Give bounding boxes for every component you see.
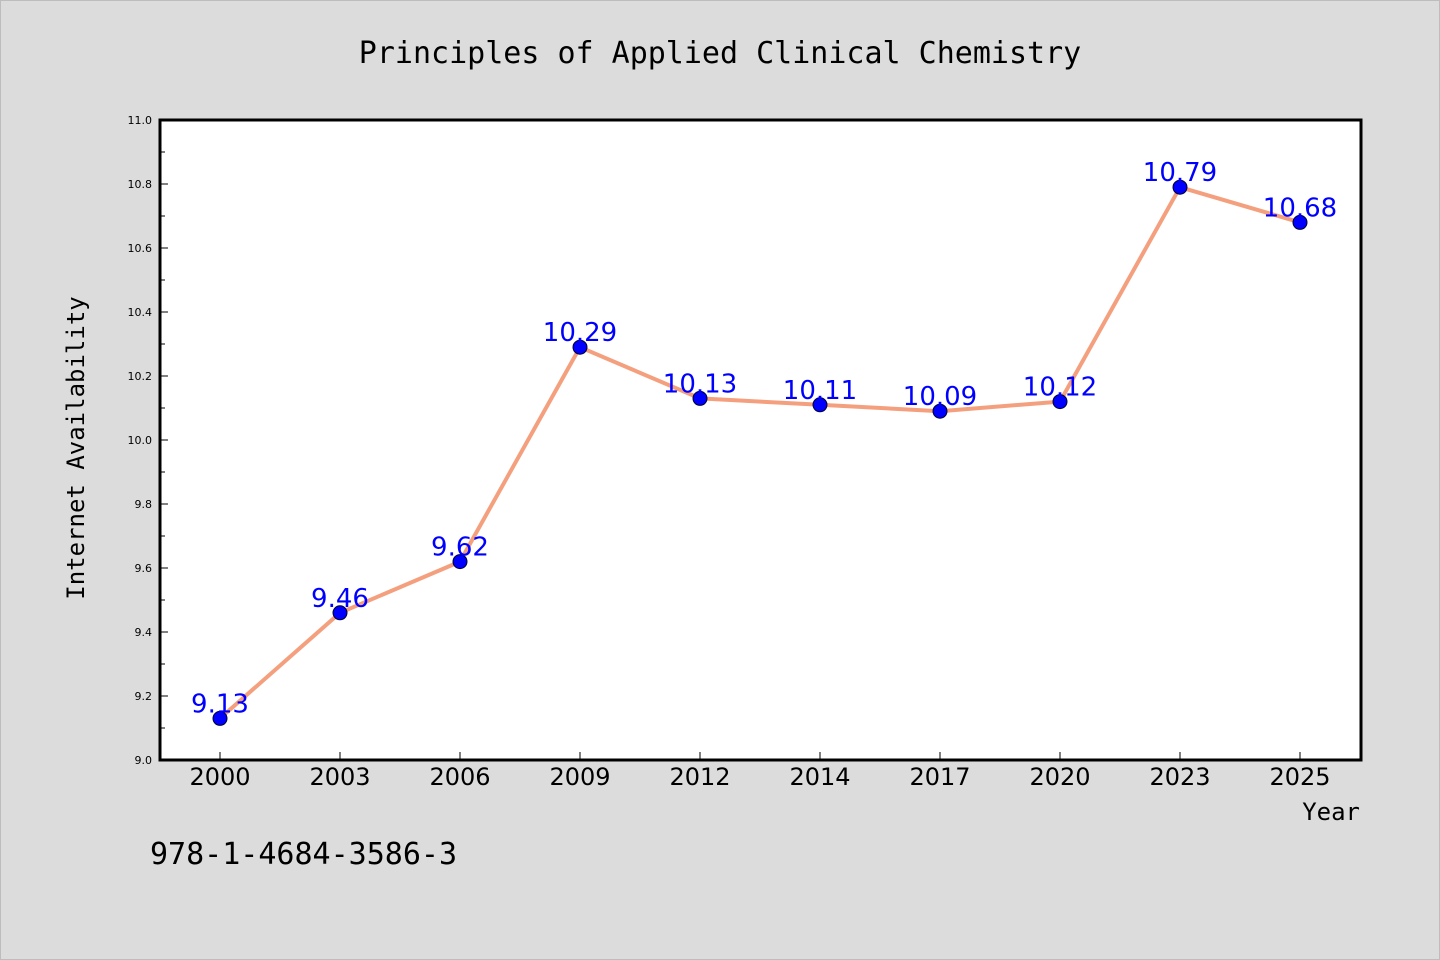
y-tick-label: 10.0 — [128, 434, 153, 447]
x-tick-label: 2000 — [189, 763, 250, 791]
data-point — [1172, 179, 1188, 195]
y-tick-label: 9.4 — [135, 626, 153, 639]
x-tick-label: 2020 — [1029, 763, 1090, 791]
data-point — [932, 403, 948, 419]
y-axis-label: Internet Availability — [62, 296, 90, 599]
data-label: 9.46 — [311, 584, 369, 614]
y-tick-label: 10.4 — [128, 306, 153, 319]
x-tick-label: 2025 — [1269, 763, 1330, 791]
data-point — [812, 397, 828, 413]
y-tick-label: 11.0 — [128, 114, 153, 127]
data-labels: 9.13 9.46 9.62 10.29 10.13 10.11 10.09 10.12 10.… — [191, 158, 1337, 719]
data-label: 10.29 — [543, 318, 617, 348]
series-line-group — [218, 185, 1301, 720]
y-tick-label: 10.6 — [128, 242, 153, 255]
data-point — [572, 339, 588, 355]
x-tick-label: 2012 — [669, 763, 730, 791]
y-axis: 9.0 9.2 9.4 9.6 9.8 10.0 10.2 10.4 10.6 10.8 11.0 — [128, 114, 168, 767]
x-tick-label: 2006 — [429, 763, 490, 791]
x-axis: 2000 2003 2006 2009 2012 2014 2017 2020 2023 2025 — [189, 752, 1331, 791]
data-label: 10.79 — [1143, 158, 1217, 188]
data-point — [212, 710, 228, 726]
x-tick-label: 2023 — [1149, 763, 1210, 791]
data-label: 10.13 — [663, 369, 737, 399]
data-label: 10.09 — [903, 382, 977, 412]
data-point — [1052, 394, 1068, 410]
y-tick-label: 10.2 — [128, 370, 153, 383]
x-tick-label: 2009 — [549, 763, 610, 791]
series-line — [218, 185, 1301, 720]
data-label: 9.13 — [191, 689, 249, 719]
data-point — [332, 605, 348, 621]
data-label: 10.12 — [1023, 373, 1097, 403]
data-label: 9.62 — [431, 533, 489, 563]
y-tick-label: 9.8 — [135, 498, 153, 511]
plot-area — [158, 118, 1363, 762]
data-point — [452, 554, 468, 570]
isbn-text: 978-1-4684-3586-3 — [150, 837, 457, 872]
y-tick-label: 10.8 — [128, 178, 153, 191]
x-tick-label: 2003 — [309, 763, 370, 791]
x-axis-label: Year — [1302, 798, 1360, 826]
data-point — [1292, 214, 1308, 230]
x-tick-label: 2014 — [789, 763, 850, 791]
data-point — [692, 390, 708, 406]
y-tick-label: 9.2 — [135, 690, 153, 703]
data-label: 10.11 — [783, 376, 857, 406]
chart-title: Principles of Applied Clinical Chemistry — [359, 36, 1081, 71]
y-tick-label: 9.6 — [135, 562, 153, 575]
x-tick-label: 2017 — [909, 763, 970, 791]
y-tick-label: 9.0 — [135, 754, 153, 767]
data-label: 10.68 — [1263, 193, 1337, 223]
data-points — [212, 179, 1308, 726]
